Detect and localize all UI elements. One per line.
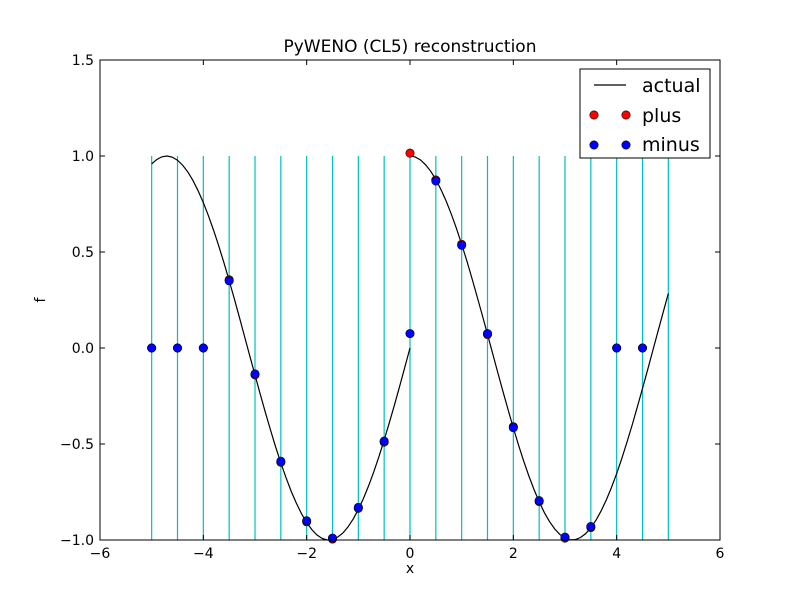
x-axis-label: x — [406, 561, 414, 577]
legend-minus-label: minus — [642, 134, 700, 156]
minus-point — [302, 516, 312, 526]
minus-point — [379, 436, 389, 446]
x-tick-label: −2 — [296, 546, 317, 562]
minus-point — [637, 343, 647, 353]
x-tick-label: 2 — [509, 546, 518, 562]
x-tick-label: 6 — [716, 546, 725, 562]
minus-point — [405, 329, 415, 339]
x-tick-label: −6 — [90, 546, 111, 562]
legend-actual-label: actual — [642, 75, 701, 97]
legend-minus-marker — [589, 140, 599, 150]
y-tick-label: 0.0 — [72, 341, 94, 357]
chart-title: PyWENO (CL5) reconstruction — [284, 37, 537, 57]
minus-point — [457, 240, 467, 250]
plot-area — [147, 148, 669, 544]
minus-point — [534, 496, 544, 506]
axes: −6 −4 −2 0 2 4 6 −1.0 −0.5 0.0 0.5 1.0 1.5 — [60, 53, 725, 562]
plus-point — [405, 148, 415, 158]
legend-minus-marker — [621, 140, 631, 150]
minus-point — [482, 329, 492, 339]
y-tick-label: 1.0 — [72, 149, 94, 165]
y-axis-label: f — [33, 296, 49, 302]
minus-point — [586, 522, 596, 532]
x-tick-label: 0 — [406, 546, 415, 562]
minus-point — [327, 533, 337, 543]
y-tick-label: −0.5 — [60, 437, 94, 453]
minus-point — [508, 423, 518, 433]
minus-point — [612, 343, 622, 353]
x-tick-label: −4 — [193, 546, 214, 562]
legend-plus-label: plus — [642, 105, 681, 127]
minus-point — [250, 369, 260, 379]
minus-point — [431, 176, 441, 186]
minus-point — [560, 532, 570, 542]
x-tick-label: 4 — [612, 546, 621, 562]
legend: actual plus minus — [579, 68, 711, 159]
legend-plus-marker — [589, 110, 599, 120]
minus-point — [147, 343, 157, 353]
minus-point — [353, 502, 363, 512]
legend-plus-marker — [621, 110, 631, 120]
minus-point — [198, 343, 208, 353]
legend-box — [579, 68, 711, 159]
y-tick-label: 0.5 — [72, 245, 94, 261]
minus-point — [173, 343, 183, 353]
minus-point — [224, 276, 234, 286]
y-tick-label: −1.0 — [60, 533, 94, 549]
y-tick-label: 1.5 — [72, 53, 94, 69]
minus-point — [276, 456, 286, 466]
